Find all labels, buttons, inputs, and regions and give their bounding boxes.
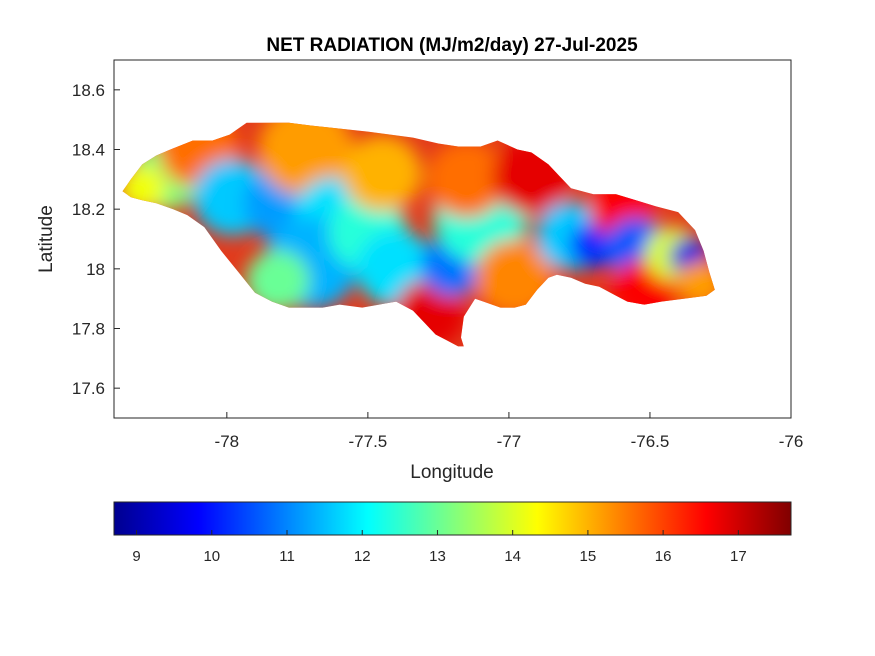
x-tick-label: -76 bbox=[779, 432, 804, 451]
y-tick-label: 18.2 bbox=[72, 200, 105, 219]
x-axis: -78 -77.5 -77 -76.5 -76 bbox=[215, 412, 804, 451]
y-axis: 17.6 17.8 18 18.2 18.4 18.6 bbox=[72, 81, 120, 398]
colorbar-tick-label: 12 bbox=[354, 548, 371, 565]
colorbar-tick-label: 14 bbox=[504, 548, 521, 565]
x-tick-label: -76.5 bbox=[631, 432, 670, 451]
y-tick-label: 18.6 bbox=[72, 81, 105, 100]
y-tick-label: 18.4 bbox=[72, 141, 105, 160]
y-tick-label: 18 bbox=[86, 260, 105, 279]
x-axis-label: Longitude bbox=[410, 462, 493, 483]
colorbar-tick-label: 11 bbox=[279, 548, 295, 565]
chart-title: NET RADIATION (MJ/m2/day) 27-Jul-2025 bbox=[266, 35, 638, 56]
value-field bbox=[122, 122, 715, 347]
field-cell-10 bbox=[342, 135, 422, 212]
colorbar-tick-label: 13 bbox=[429, 548, 446, 565]
colorbar-tick-label: 15 bbox=[580, 548, 597, 565]
field-cell-8 bbox=[246, 250, 310, 312]
colorbar-gradient bbox=[113, 501, 792, 536]
y-tick-label: 17.8 bbox=[72, 320, 105, 339]
x-tick-label: -78 bbox=[215, 432, 240, 451]
field-cell-15 bbox=[427, 141, 507, 218]
colorbar-tick-label: 9 bbox=[132, 548, 140, 565]
colorbar-tick-label: 16 bbox=[655, 548, 672, 565]
colorbar-tick-label: 17 bbox=[730, 548, 747, 565]
heatmap-region bbox=[122, 122, 715, 347]
colorbar-tick-label: 10 bbox=[203, 548, 220, 565]
y-axis-label: Latitude bbox=[36, 205, 57, 273]
x-tick-label: -77.5 bbox=[349, 432, 388, 451]
colorbar: 9 10 11 12 13 14 15 16 17 bbox=[113, 501, 792, 565]
y-tick-label: 17.6 bbox=[72, 379, 105, 398]
colorbar-ticks: 9 10 11 12 13 14 15 16 17 bbox=[132, 530, 747, 565]
x-tick-label: -77 bbox=[497, 432, 522, 451]
